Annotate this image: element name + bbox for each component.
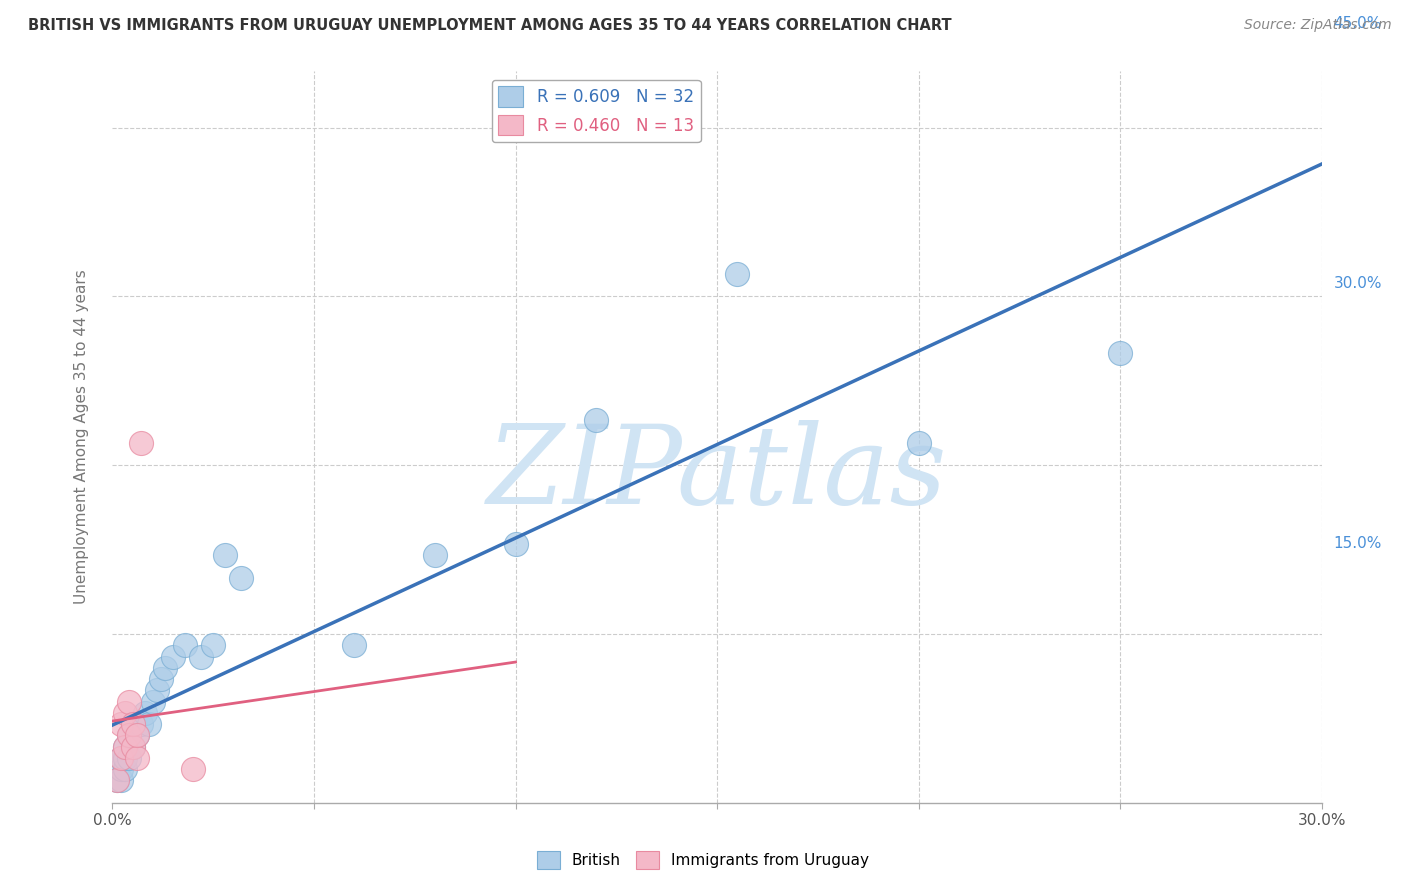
Text: 30.0%: 30.0% bbox=[1334, 276, 1382, 291]
Point bbox=[129, 717, 152, 731]
Point bbox=[1109, 345, 1132, 359]
Point bbox=[134, 706, 156, 720]
Point bbox=[117, 728, 139, 742]
Point bbox=[125, 728, 148, 742]
Point bbox=[121, 739, 143, 754]
Legend: R = 0.609   N = 32, R = 0.460   N = 13: R = 0.609 N = 32, R = 0.460 N = 13 bbox=[492, 79, 700, 142]
Point bbox=[114, 739, 136, 754]
Point bbox=[121, 739, 143, 754]
Point bbox=[117, 694, 139, 708]
Point bbox=[110, 773, 132, 788]
Point bbox=[907, 435, 929, 450]
Point bbox=[202, 638, 225, 652]
Point bbox=[174, 638, 197, 652]
Point bbox=[114, 751, 136, 765]
Point bbox=[125, 751, 148, 765]
Text: 15.0%: 15.0% bbox=[1334, 535, 1382, 550]
Point bbox=[125, 728, 148, 742]
Legend: British, Immigrants from Uruguay: British, Immigrants from Uruguay bbox=[530, 845, 876, 875]
Point bbox=[343, 638, 366, 652]
Point bbox=[231, 571, 253, 585]
Point bbox=[110, 751, 132, 765]
Point bbox=[121, 717, 143, 731]
Text: Source: ZipAtlas.com: Source: ZipAtlas.com bbox=[1244, 18, 1392, 32]
Point bbox=[423, 548, 446, 562]
Point bbox=[585, 413, 607, 427]
Point bbox=[146, 683, 169, 698]
Y-axis label: Unemployment Among Ages 35 to 44 years: Unemployment Among Ages 35 to 44 years bbox=[75, 269, 89, 605]
Point bbox=[114, 739, 136, 754]
Point bbox=[725, 267, 748, 281]
Point bbox=[505, 537, 527, 551]
Point bbox=[181, 762, 204, 776]
Point bbox=[114, 706, 136, 720]
Point bbox=[117, 751, 139, 765]
Point bbox=[153, 661, 176, 675]
Text: 45.0%: 45.0% bbox=[1334, 16, 1382, 31]
Point bbox=[114, 762, 136, 776]
Point bbox=[105, 773, 128, 788]
Text: BRITISH VS IMMIGRANTS FROM URUGUAY UNEMPLOYMENT AMONG AGES 35 TO 44 YEARS CORREL: BRITISH VS IMMIGRANTS FROM URUGUAY UNEMP… bbox=[28, 18, 952, 33]
Point bbox=[105, 773, 128, 788]
Point bbox=[129, 435, 152, 450]
Point bbox=[149, 672, 172, 686]
Point bbox=[162, 649, 184, 664]
Point bbox=[117, 728, 139, 742]
Text: ZIPatlas: ZIPatlas bbox=[486, 420, 948, 527]
Point bbox=[110, 762, 132, 776]
Point bbox=[142, 694, 165, 708]
Point bbox=[138, 717, 160, 731]
Point bbox=[121, 717, 143, 731]
Point bbox=[214, 548, 236, 562]
Point bbox=[110, 751, 132, 765]
Point bbox=[110, 717, 132, 731]
Point bbox=[190, 649, 212, 664]
